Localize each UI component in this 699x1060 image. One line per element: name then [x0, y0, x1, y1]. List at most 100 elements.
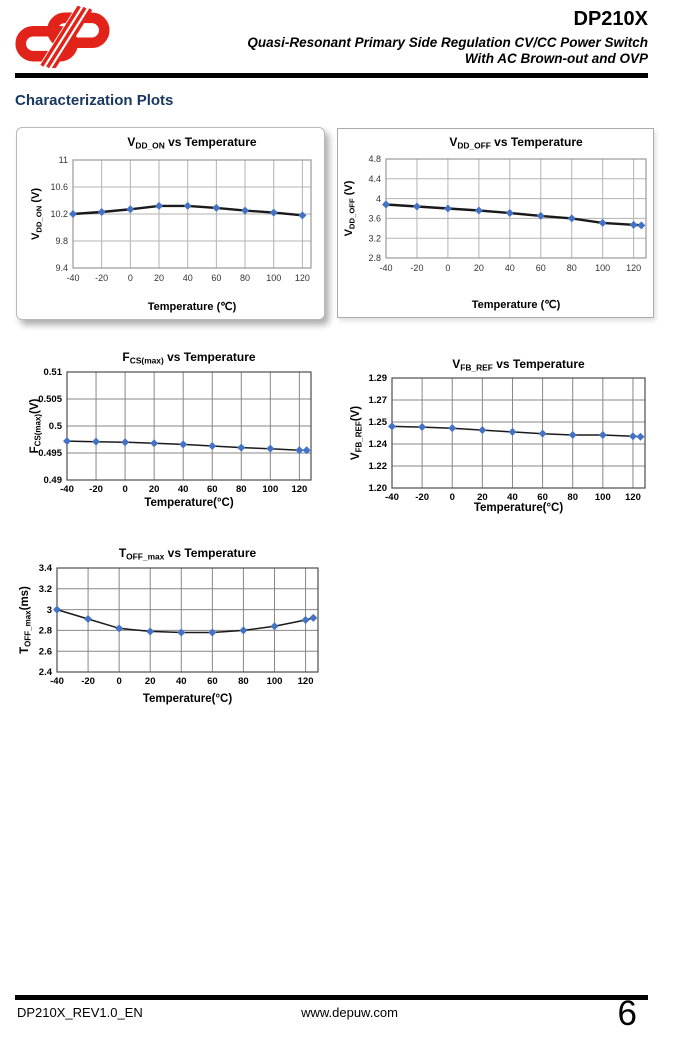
y-tick-label: 10.2 [50, 209, 68, 219]
x-tick-label: 40 [505, 263, 515, 273]
y-tick-label: 2.6 [39, 646, 52, 657]
data-point-marker [126, 205, 135, 214]
x-tick-label: -40 [60, 484, 74, 495]
website-link[interactable]: www.depuw.com [301, 1005, 398, 1020]
x-tick-label: -40 [379, 263, 392, 273]
y-tick-label: 3.4 [39, 563, 53, 574]
data-point-marker [448, 424, 457, 433]
data-point-marker [241, 206, 250, 215]
plot-frame [385, 158, 647, 259]
x-tick-label: -20 [95, 273, 108, 283]
x-tick-label: 100 [595, 492, 611, 503]
footer-divider [15, 995, 648, 1000]
data-point-marker [636, 432, 645, 441]
y-tick-label: 0.5 [49, 421, 63, 432]
data-point-marker [568, 430, 577, 439]
y-tick-label: 9.8 [55, 236, 68, 246]
x-tick-label: -40 [50, 676, 64, 687]
y-tick-label: 1.29 [369, 373, 388, 384]
x-tick-label: 40 [507, 492, 518, 503]
data-point-marker [121, 438, 130, 447]
data-point-marker [382, 200, 390, 209]
x-tick-label: 40 [178, 484, 189, 495]
chart-canvas: 9.4 9.8 10.2 10.6 11 -40 -20 0 20 40 60 80 100 120 VDD… [30, 135, 312, 313]
data-point-marker [418, 423, 427, 432]
y-tick-label: 0.49 [44, 475, 63, 486]
data-point-marker [97, 207, 106, 216]
x-tick-label: 80 [567, 492, 578, 503]
chart-title: TOFF_max vs Temperature [119, 546, 257, 562]
y-tick-label: 4.4 [368, 174, 381, 184]
subtitle-line1: Quasi-Resonant Primary Side Regulation C… [247, 35, 648, 50]
data-point-marker [412, 202, 421, 211]
data-point-marker [309, 613, 318, 622]
chart-canvas: 2.8 3.2 3.6 4 4.4 4.8 -40 -20 0 20 40 60 80 100 120 VDD… [343, 135, 647, 311]
data-line [66, 440, 307, 452]
document-reference: DP210X_REV1.0_EN [17, 1005, 143, 1020]
data-point-marker [183, 201, 192, 210]
y-axis-label: VFB_REF(V) [350, 406, 364, 460]
x-tick-label: -20 [89, 484, 103, 495]
x-axis-label: Temperature (℃) [148, 301, 237, 313]
chart-vdd-on-vs-temperature: 9.4 9.8 10.2 10.6 11 -40 -20 0 20 40 60 80 100 120 VDD… [16, 127, 325, 320]
data-point-marker [598, 218, 607, 227]
x-tick-label: 20 [149, 484, 160, 495]
data-point-marker [208, 628, 217, 637]
data-point-marker [295, 446, 304, 455]
y-tick-label: 2.8 [368, 253, 381, 263]
x-tick-label: -20 [410, 263, 423, 273]
y-tick-label: 3 [47, 605, 52, 616]
x-tick-label: 40 [183, 273, 193, 283]
chart-title: VDD_ON vs Temperature [127, 135, 256, 151]
x-axis-label: Temperature(°C) [474, 502, 564, 514]
x-tick-label: 120 [298, 676, 314, 687]
data-point-marker [505, 208, 514, 217]
x-tick-label: 120 [291, 484, 307, 495]
data-point-marker [212, 203, 221, 212]
data-point-marker [637, 221, 646, 230]
data-point-marker [84, 614, 93, 623]
data-point-marker [536, 211, 545, 220]
chart-canvas: 0.49 0.495 0.5 0.505 0.51 -40 -20 0 20 40 60 80 100 1… [29, 350, 312, 509]
x-tick-label: 80 [567, 263, 577, 273]
subtitle-line2: With AC Brown-out and OVP [464, 51, 648, 66]
product-name: DP210X [573, 8, 649, 30]
chart-vfb-ref-vs-temperature: 1.20 1.22 1.24 1.25 1.27 1.29 -40 -20 0 20 40 60 80 1… [350, 357, 652, 520]
y-tick-label: 3.2 [39, 584, 52, 595]
page-number: 6 [617, 994, 637, 1033]
x-tick-label: 60 [207, 484, 218, 495]
x-tick-label: 60 [537, 492, 548, 503]
x-tick-label: 0 [128, 273, 133, 283]
data-point-marker [208, 441, 217, 450]
x-tick-label: 80 [238, 676, 249, 687]
data-point-marker [301, 616, 310, 624]
x-tick-label: 100 [262, 484, 278, 495]
chart-title: FCS(max) vs Temperature [122, 350, 255, 366]
x-tick-label: -20 [415, 492, 429, 503]
y-tick-label: 3.6 [368, 214, 381, 224]
x-axis-label: Temperature(°C) [144, 497, 234, 509]
y-axis-label: VDD_OFF (V) [343, 180, 357, 236]
chart-fcs-max-vs-temperature: 0.49 0.495 0.5 0.505 0.51 -40 -20 0 20 40 60 80 100 1… [28, 350, 328, 515]
data-point-marker [237, 443, 246, 452]
chart-toff-max-vs-temperature: 2.4 2.6 2.8 3 3.2 3.4 -40 -20 0 20 40 60 80 100 120 TOF… [18, 543, 331, 711]
y-tick-label: 1.24 [369, 439, 388, 450]
y-tick-label: 1.25 [369, 417, 388, 428]
data-point-marker [53, 605, 61, 614]
data-point-marker [150, 439, 159, 448]
x-tick-label: 20 [145, 676, 156, 687]
data-point-marker [146, 627, 155, 636]
y-tick-label: 4.8 [368, 154, 381, 164]
data-line [56, 608, 314, 634]
x-tick-label: 0 [450, 492, 455, 503]
data-point-marker [266, 444, 275, 453]
x-tick-label: 100 [266, 273, 281, 283]
data-point-marker [115, 624, 124, 633]
y-tick-label: 2.8 [39, 626, 52, 637]
x-axis-label: Temperature(°C) [143, 693, 233, 705]
x-tick-label: 80 [236, 484, 247, 495]
data-point-marker [239, 626, 248, 635]
data-point-marker [388, 422, 396, 431]
y-axis-label: FCS(max)(V) [29, 398, 43, 453]
